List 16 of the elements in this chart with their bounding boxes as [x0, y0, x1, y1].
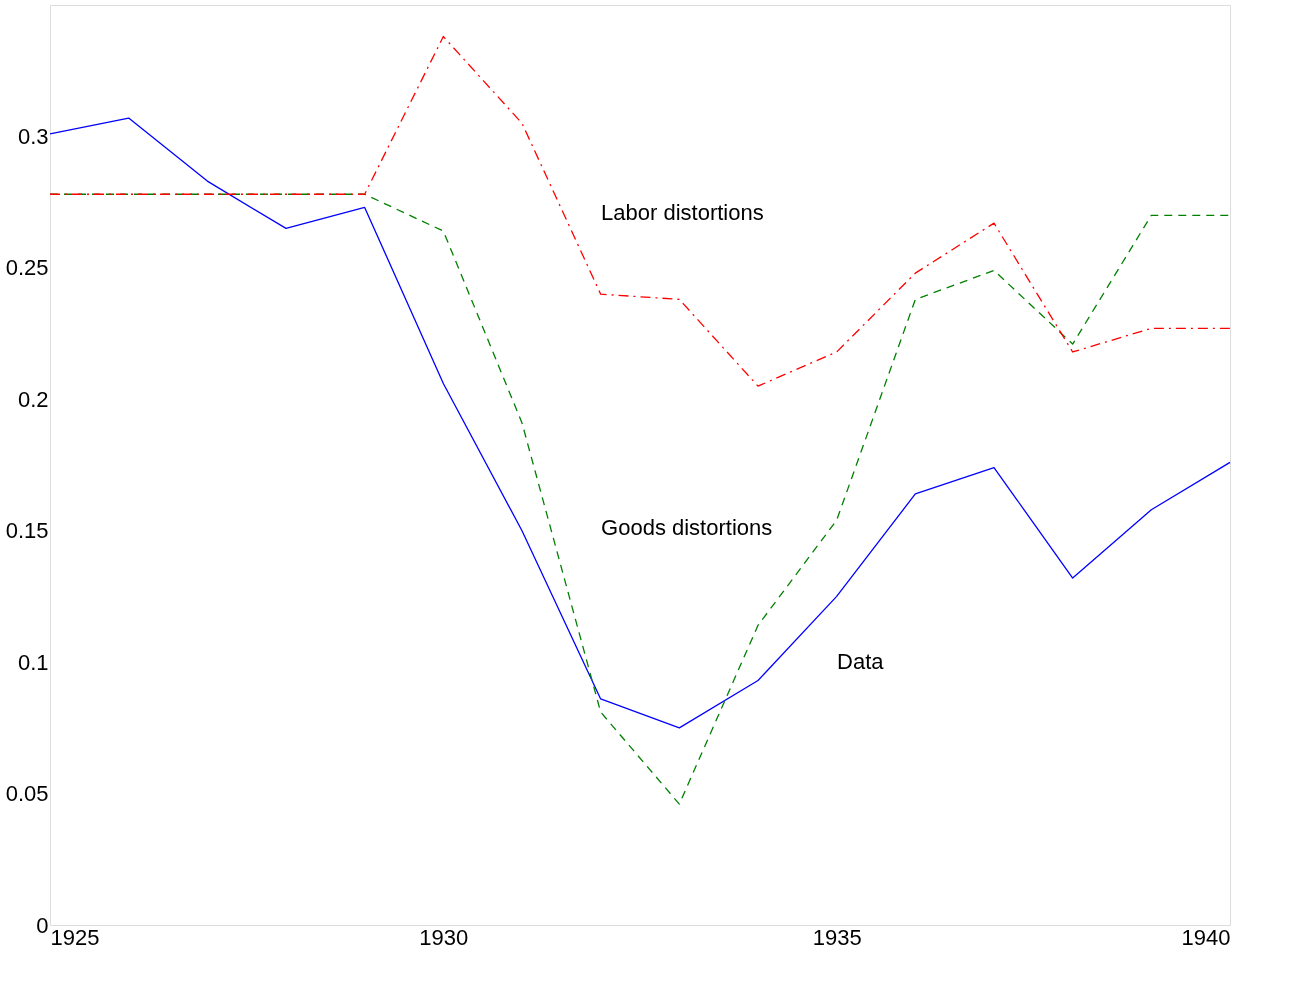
y-tick-label: 0.1	[17, 649, 49, 675]
annotation: Goods distortions	[601, 515, 773, 541]
annotation: Labor distortions	[601, 199, 764, 225]
x-tick-label: 1925	[50, 924, 100, 950]
y-tick-label: 0.2	[17, 386, 49, 412]
annotation: Data	[837, 648, 885, 674]
x-tick-label: 1940	[1181, 924, 1231, 950]
y-tick-label: 0.3	[17, 123, 49, 149]
x-tick-label: 1930	[419, 924, 469, 950]
line-series	[49, 117, 1231, 729]
y-tick-label: 0.05	[5, 781, 49, 807]
y-tick-label: 0.15	[5, 518, 49, 544]
x-tick-label: 1935	[812, 924, 862, 950]
line-series	[49, 35, 1231, 387]
y-tick-label: 0.25	[5, 255, 49, 281]
y-tick-label: 0	[36, 912, 49, 938]
